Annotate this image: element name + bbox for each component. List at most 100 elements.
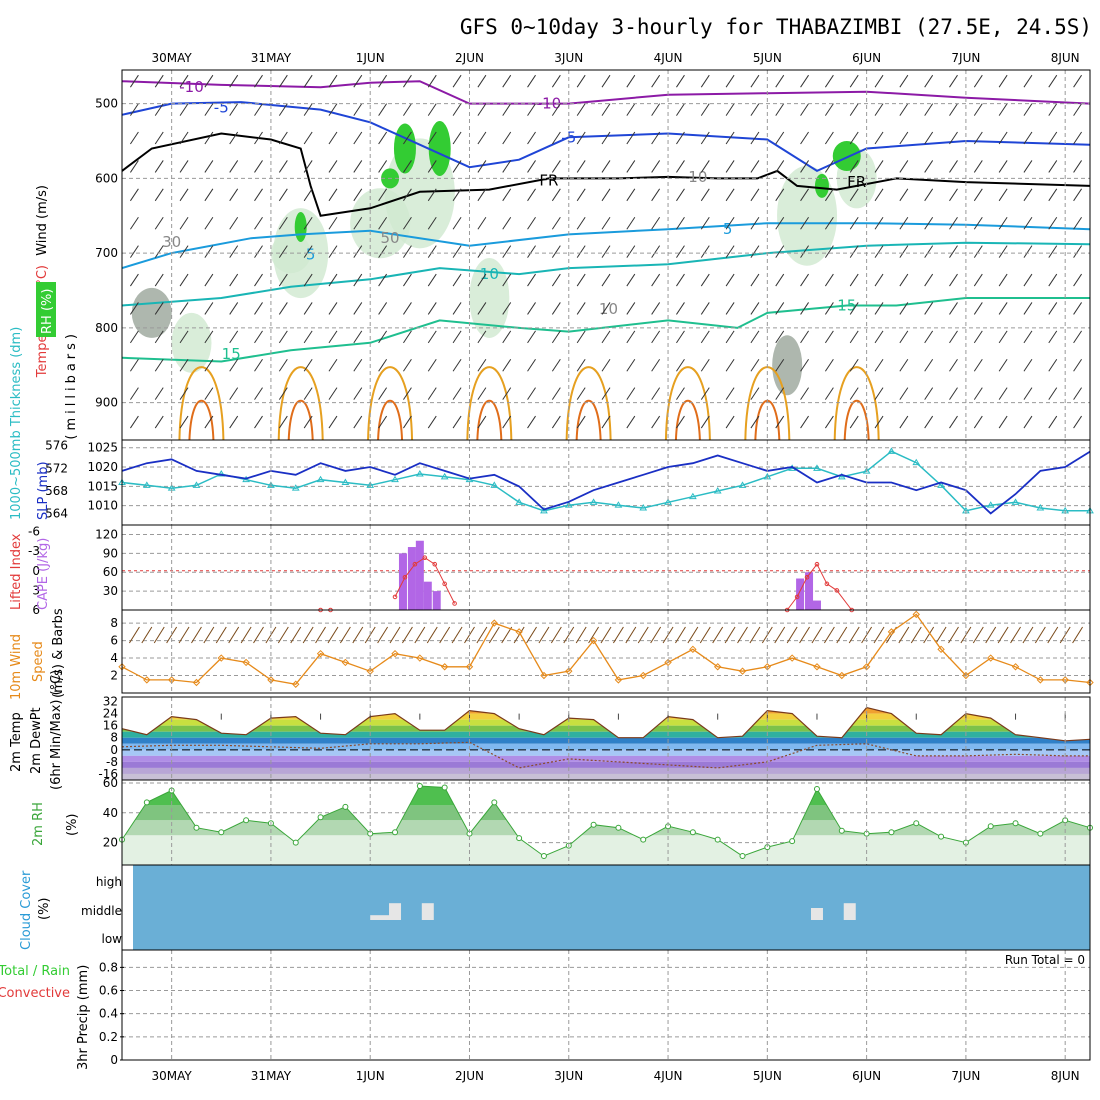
wind-barb xyxy=(800,358,809,372)
rh-point xyxy=(292,839,299,846)
slp-line xyxy=(121,450,1091,515)
wind-barb xyxy=(874,302,884,315)
temp-contour xyxy=(121,297,1090,363)
wind-barb xyxy=(651,245,661,258)
warm-contour xyxy=(843,399,870,441)
wind-barb xyxy=(502,415,512,429)
precip-label-3: 3hr Precip (mm) xyxy=(76,965,91,1070)
wind-speed-point xyxy=(192,678,201,687)
slp-tick: 1020 xyxy=(87,460,118,474)
top-date-label: 5JUN xyxy=(753,51,782,65)
wind-speed-point xyxy=(341,658,350,667)
wind-barb xyxy=(626,216,636,230)
wind-barb xyxy=(501,626,513,644)
precip-tick: 0 xyxy=(110,1053,118,1067)
wind-barb xyxy=(328,103,338,116)
wind-barb xyxy=(973,358,983,372)
wind-barb xyxy=(997,626,1009,644)
cape-tick: 90 xyxy=(103,546,118,560)
wind-barb xyxy=(849,131,859,145)
wind-barb xyxy=(154,245,164,258)
wind-barb xyxy=(427,302,437,315)
wind-barb xyxy=(1073,103,1083,116)
wind-barb xyxy=(874,387,884,400)
wind-barb xyxy=(502,330,512,344)
wind-barb xyxy=(972,626,984,644)
wind-barb xyxy=(378,415,388,429)
cape-label: CAPE (J/kg) xyxy=(36,538,51,610)
wind-label-2: Speed xyxy=(31,641,46,682)
thickness-point xyxy=(1036,504,1045,511)
wind-barb xyxy=(601,188,611,202)
wind-barb xyxy=(949,74,958,88)
cape-tick: 30 xyxy=(103,584,118,598)
wind-barb xyxy=(1073,273,1083,287)
thickness-point xyxy=(614,501,623,508)
wind-barb xyxy=(452,273,462,287)
wind-speed-point xyxy=(639,671,647,680)
wind-barb xyxy=(328,387,338,400)
rh-tick: 20 xyxy=(103,836,118,850)
wind-barb xyxy=(775,273,785,287)
wind-barb xyxy=(1073,330,1083,344)
wind-barb xyxy=(204,74,214,88)
wind-barb xyxy=(626,245,636,258)
run-total-label: Run Total = 0 xyxy=(1005,953,1085,967)
thickness-point xyxy=(341,478,350,485)
wind-barb xyxy=(750,160,760,173)
wind-barb xyxy=(874,245,884,258)
wind-barb xyxy=(427,103,437,116)
wind-barb xyxy=(303,273,313,287)
rh-point xyxy=(416,782,423,789)
wind-barb xyxy=(924,358,934,372)
wind-barb xyxy=(612,626,624,644)
wind-barb xyxy=(403,273,412,287)
wind-barb xyxy=(651,131,661,145)
wind-barb xyxy=(254,216,263,230)
wind-barb xyxy=(527,330,536,344)
wind-barb xyxy=(551,273,561,287)
pressure-tick: 800 xyxy=(95,321,118,335)
thickness-point xyxy=(837,472,846,480)
wind-barb xyxy=(750,358,760,372)
wind-speed-point xyxy=(738,667,747,675)
top-date-label: 3JUN xyxy=(554,51,583,65)
wind-barb xyxy=(625,626,637,644)
wind-barb xyxy=(254,188,263,202)
wind-barb xyxy=(129,103,139,116)
thickness-point xyxy=(738,481,747,488)
wind-barb xyxy=(601,245,611,258)
wind-barb xyxy=(973,160,983,173)
wind-barb xyxy=(1048,160,1058,173)
wind-barb xyxy=(1073,302,1083,315)
wind-barb xyxy=(949,387,958,400)
thickness-point xyxy=(887,447,896,454)
top-date-label: 30MAY xyxy=(152,51,193,65)
bottom-date-label: 1JUN xyxy=(356,1069,385,1083)
wind-barb xyxy=(899,245,909,258)
wind-barb xyxy=(403,74,412,88)
lifted-index-point xyxy=(432,561,438,567)
contour-label: FR xyxy=(539,172,558,190)
wind-barb xyxy=(1073,188,1083,202)
wind-speed-point xyxy=(540,671,548,680)
wind-barb xyxy=(204,131,214,145)
wind-barb xyxy=(488,626,500,644)
wind-barb xyxy=(452,188,462,202)
wind-barb xyxy=(229,358,239,372)
wind-barb xyxy=(204,103,214,116)
wind-barb xyxy=(452,160,462,173)
wind-barb xyxy=(502,160,512,173)
li-tick: 3 xyxy=(32,583,40,597)
wind-barb xyxy=(527,245,536,258)
wind-tick: 4 xyxy=(110,651,118,665)
wind-barb xyxy=(576,74,586,88)
warm-contour xyxy=(674,399,701,441)
wind-barb xyxy=(452,131,462,145)
wind-speed-point xyxy=(614,676,623,684)
wind-barb xyxy=(502,273,512,287)
wind-barb xyxy=(477,188,487,202)
rh-point xyxy=(987,823,994,830)
wind-barb xyxy=(1048,358,1058,372)
warm-contour xyxy=(476,399,503,441)
